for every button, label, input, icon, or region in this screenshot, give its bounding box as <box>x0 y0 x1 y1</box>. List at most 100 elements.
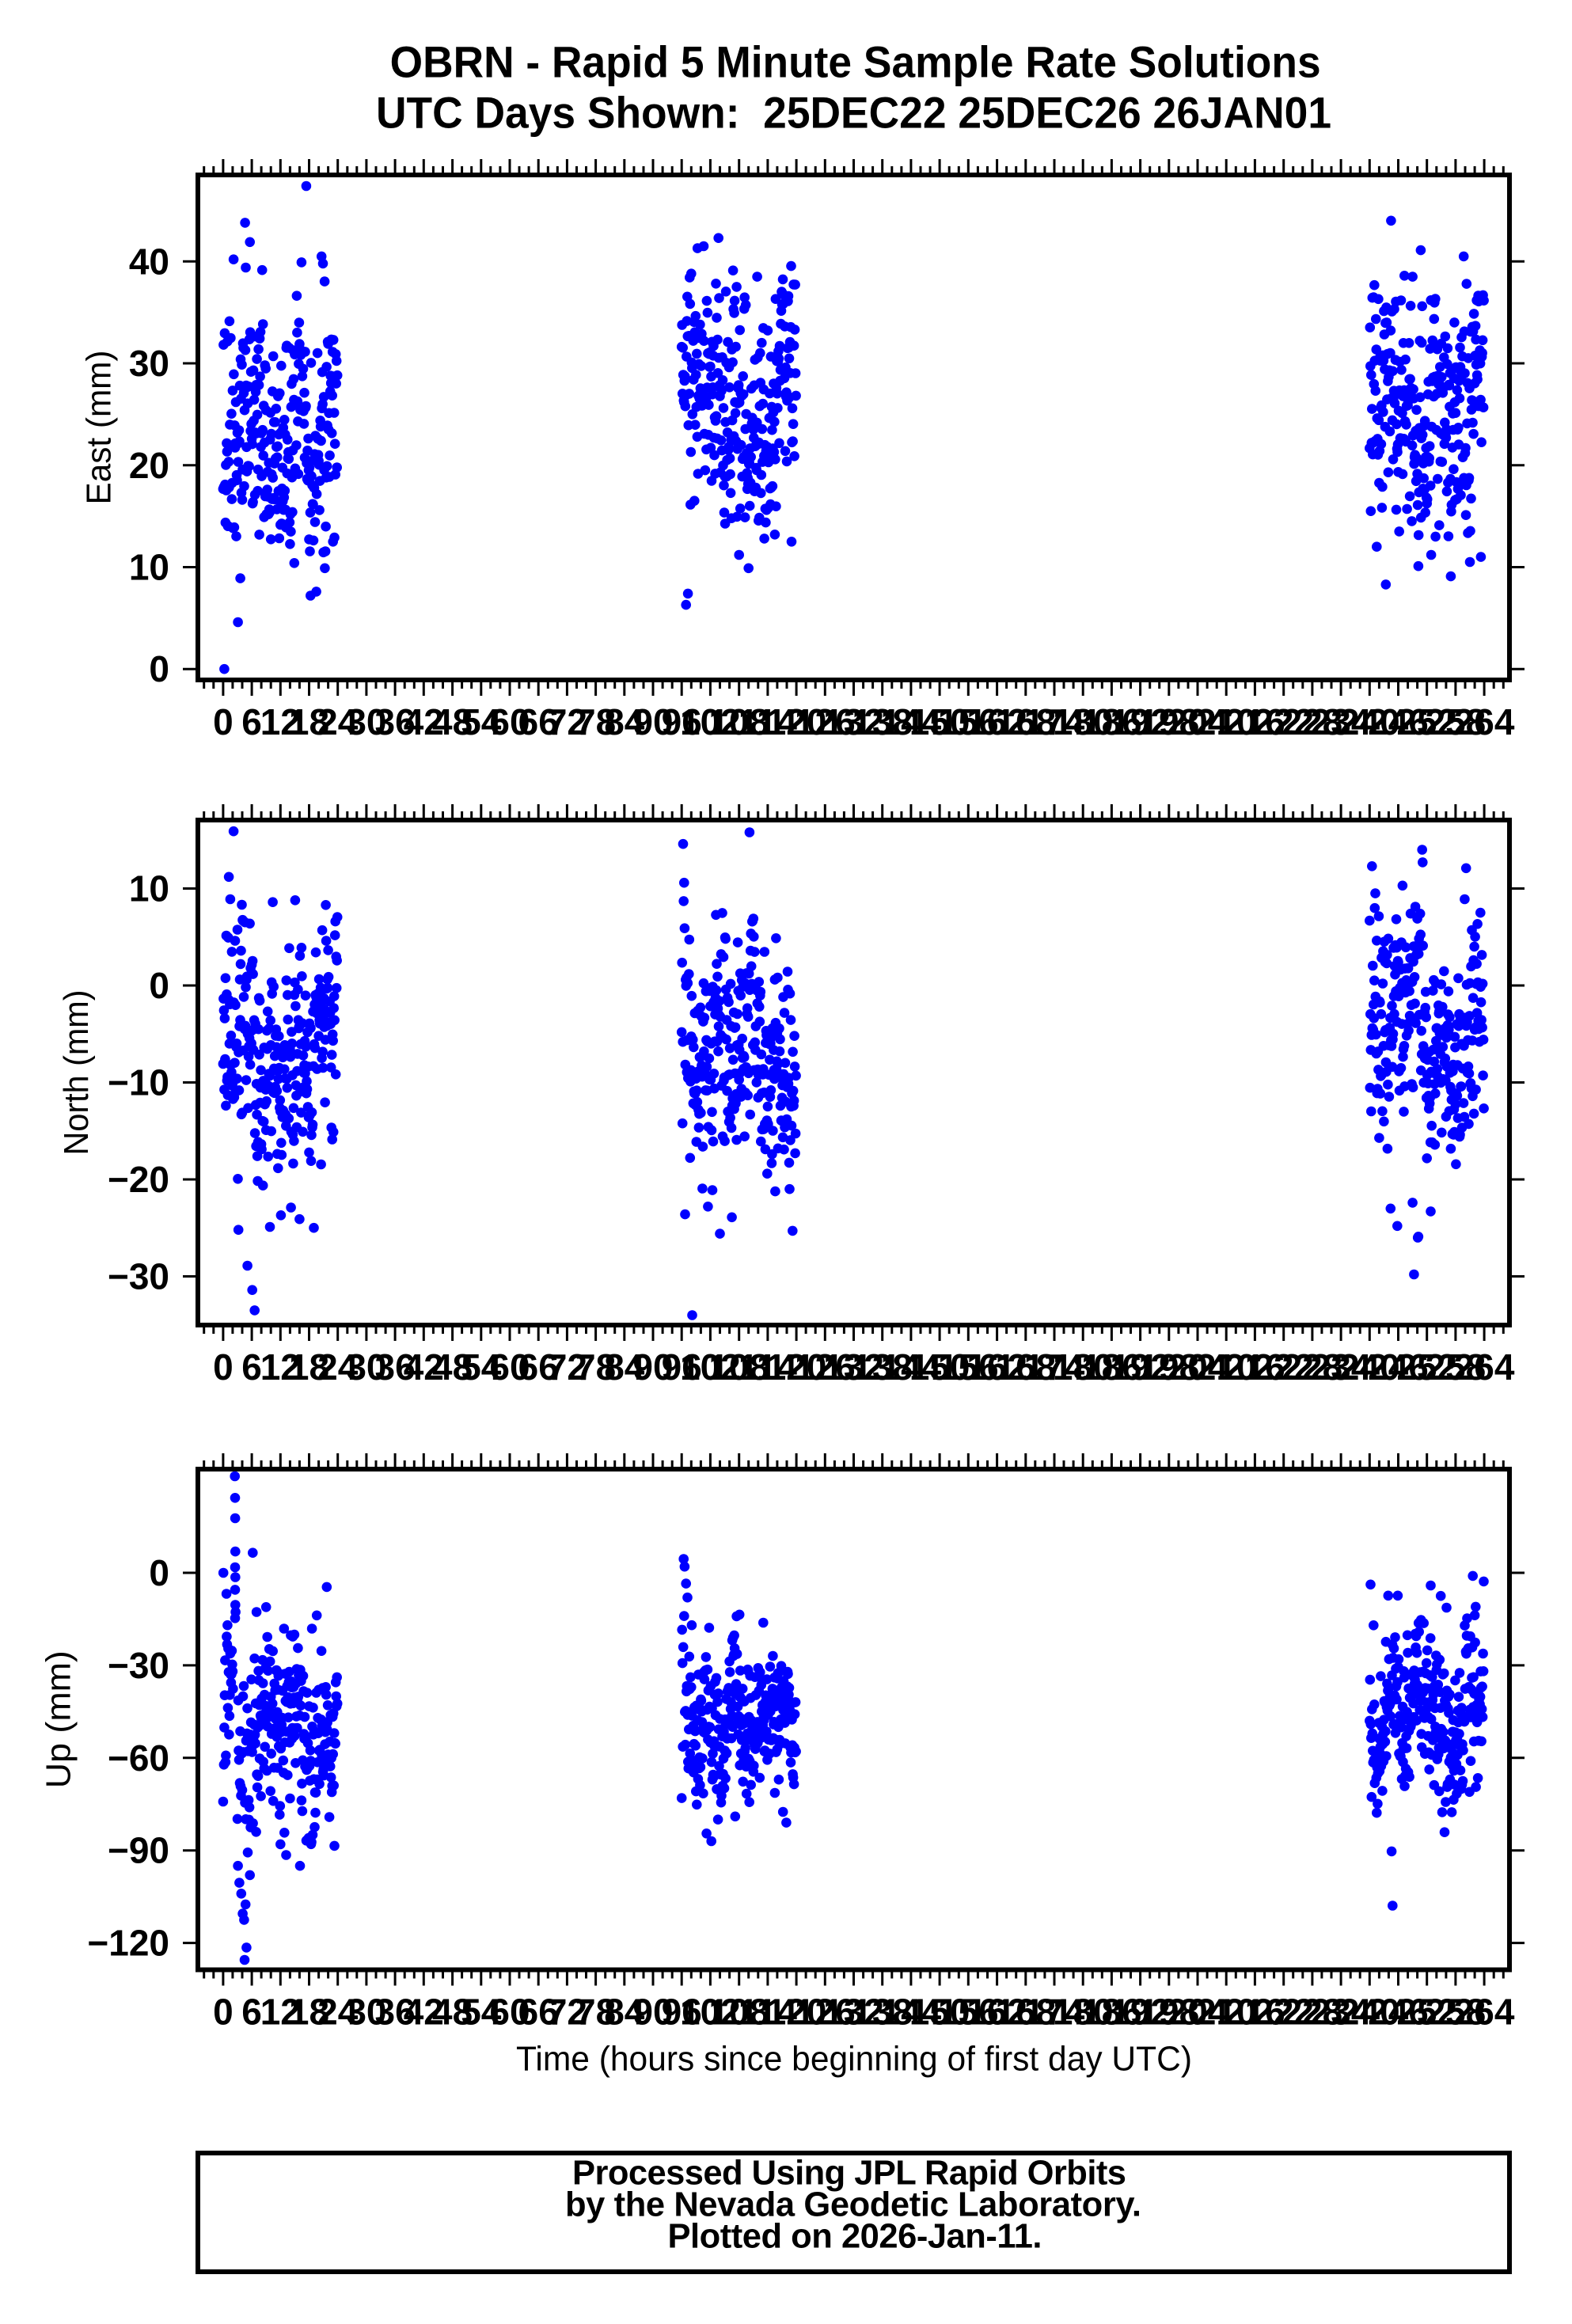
svg-text:192: 192 <box>1110 701 1171 742</box>
svg-text:144: 144 <box>881 1992 942 2033</box>
svg-text:60: 60 <box>489 701 530 742</box>
svg-text:186: 186 <box>1081 1346 1142 1388</box>
svg-text:204: 204 <box>1168 1992 1228 2033</box>
svg-text:234: 234 <box>1311 1346 1372 1388</box>
svg-text:78: 78 <box>575 701 616 742</box>
svg-text:228: 228 <box>1282 1992 1343 2033</box>
svg-text:90: 90 <box>632 1992 673 2033</box>
svg-text:222: 222 <box>1253 1992 1314 2033</box>
svg-text:78: 78 <box>575 1346 616 1388</box>
svg-text:240: 240 <box>1339 1346 1400 1388</box>
svg-text:66: 66 <box>518 701 559 742</box>
svg-text:−120: −120 <box>87 1923 169 1964</box>
svg-text:0: 0 <box>213 701 234 742</box>
svg-text:60: 60 <box>489 1992 530 2033</box>
svg-text:264: 264 <box>1454 1346 1515 1388</box>
svg-text:186: 186 <box>1081 701 1142 742</box>
svg-text:120: 120 <box>766 701 827 742</box>
svg-text:12: 12 <box>260 701 301 742</box>
svg-text:Processed Using JPL Rapid Orbi: Processed Using JPL Rapid Orbits <box>572 2155 1126 2193</box>
svg-text:216: 216 <box>1225 1346 1285 1388</box>
svg-text:60: 60 <box>489 1346 530 1388</box>
svg-text:252: 252 <box>1396 1346 1457 1388</box>
svg-text:96: 96 <box>662 1992 702 2033</box>
svg-text:156: 156 <box>938 1346 999 1388</box>
svg-text:0: 0 <box>149 1552 169 1593</box>
svg-text:150: 150 <box>909 1346 970 1388</box>
svg-text:246: 246 <box>1368 1992 1429 2033</box>
svg-text:6: 6 <box>241 1346 262 1388</box>
svg-text:0: 0 <box>213 1992 234 2033</box>
svg-text:84: 84 <box>604 1346 645 1388</box>
svg-text:246: 246 <box>1368 1346 1429 1388</box>
svg-text:180: 180 <box>1053 701 1114 742</box>
svg-text:162: 162 <box>966 1992 1027 2033</box>
svg-text:78: 78 <box>575 1992 616 2033</box>
svg-text:0: 0 <box>149 965 169 1006</box>
svg-text:132: 132 <box>823 1346 884 1388</box>
svg-text:48: 48 <box>432 1992 473 2033</box>
svg-text:−30: −30 <box>108 1256 169 1297</box>
svg-text:6: 6 <box>241 1992 262 2033</box>
svg-text:96: 96 <box>662 701 702 742</box>
svg-text:138: 138 <box>852 701 913 742</box>
svg-text:228: 228 <box>1282 1346 1343 1388</box>
svg-text:162: 162 <box>966 1346 1027 1388</box>
svg-text:0: 0 <box>149 648 169 689</box>
svg-text:90: 90 <box>632 701 673 742</box>
svg-text:18: 18 <box>289 1992 329 2033</box>
svg-text:18: 18 <box>289 701 329 742</box>
svg-text:126: 126 <box>795 1992 856 2033</box>
svg-text:North (mm): North (mm) <box>58 990 96 1156</box>
svg-text:10: 10 <box>129 868 169 909</box>
svg-text:24: 24 <box>317 701 359 742</box>
svg-text:42: 42 <box>404 1346 444 1388</box>
svg-text:66: 66 <box>518 1346 559 1388</box>
svg-text:Up (mm): Up (mm) <box>40 1650 78 1788</box>
svg-text:240: 240 <box>1339 701 1400 742</box>
svg-text:96: 96 <box>662 1346 702 1388</box>
svg-text:210: 210 <box>1196 1992 1257 2033</box>
svg-text:144: 144 <box>881 1346 942 1388</box>
svg-text:156: 156 <box>938 701 999 742</box>
svg-text:42: 42 <box>404 1992 444 2033</box>
svg-text:42: 42 <box>404 701 444 742</box>
svg-text:264: 264 <box>1454 701 1515 742</box>
svg-text:12: 12 <box>260 1992 301 2033</box>
svg-text:30: 30 <box>346 1346 386 1388</box>
svg-text:126: 126 <box>795 1346 856 1388</box>
svg-text:36: 36 <box>375 1346 416 1388</box>
svg-text:216: 216 <box>1225 701 1285 742</box>
svg-text:204: 204 <box>1168 1346 1228 1388</box>
svg-text:−60: −60 <box>108 1737 169 1779</box>
svg-text:258: 258 <box>1426 1992 1487 2033</box>
svg-text:222: 222 <box>1253 701 1314 742</box>
svg-text:126: 126 <box>795 701 856 742</box>
svg-text:168: 168 <box>995 1992 1056 2033</box>
svg-text:186: 186 <box>1081 1992 1142 2033</box>
svg-text:−30: −30 <box>108 1645 169 1686</box>
svg-text:30: 30 <box>346 1992 386 2033</box>
svg-text:180: 180 <box>1053 1992 1114 2033</box>
svg-text:174: 174 <box>1024 1992 1085 2033</box>
svg-text:6: 6 <box>241 701 262 742</box>
svg-text:150: 150 <box>909 1992 970 2033</box>
svg-text:114: 114 <box>739 1346 798 1388</box>
svg-text:114: 114 <box>739 1992 798 2033</box>
svg-text:48: 48 <box>432 701 473 742</box>
svg-text:18: 18 <box>289 1346 329 1388</box>
svg-text:0: 0 <box>213 1346 234 1388</box>
svg-text:East (mm): East (mm) <box>81 351 119 505</box>
svg-text:Plotted on 2026-Jan-11.: Plotted on 2026-Jan-11. <box>668 2218 1042 2256</box>
svg-text:12: 12 <box>260 1346 301 1388</box>
svg-text:222: 222 <box>1253 1346 1314 1388</box>
svg-text:192: 192 <box>1110 1346 1171 1388</box>
svg-text:210: 210 <box>1196 701 1257 742</box>
svg-text:120: 120 <box>766 1992 827 2033</box>
svg-text:258: 258 <box>1426 701 1487 742</box>
svg-text:54: 54 <box>461 1346 502 1388</box>
svg-text:24: 24 <box>317 1346 359 1388</box>
svg-text:−90: −90 <box>108 1830 169 1871</box>
svg-text:138: 138 <box>852 1992 913 2033</box>
svg-text:252: 252 <box>1396 1992 1457 2033</box>
